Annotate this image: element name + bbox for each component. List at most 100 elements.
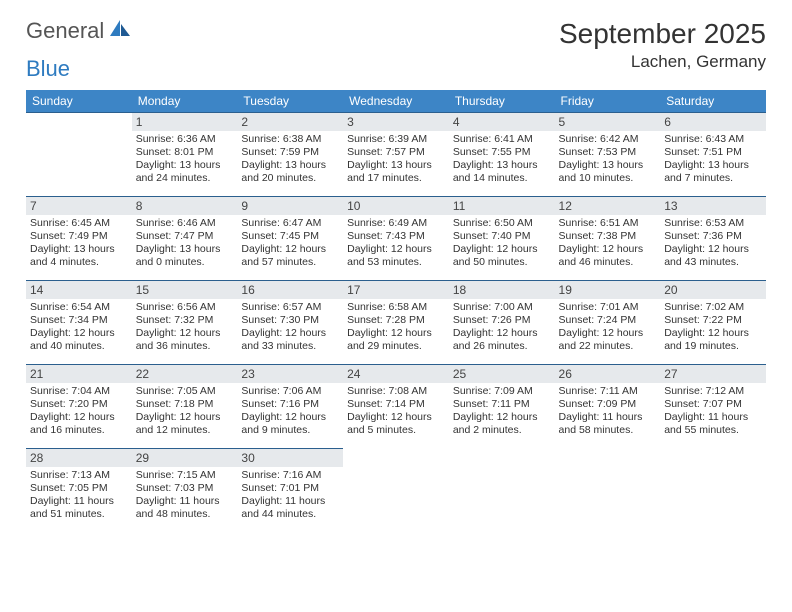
day-number: 8 <box>132 197 238 215</box>
day-details: Sunrise: 6:57 AMSunset: 7:30 PMDaylight:… <box>241 301 339 354</box>
day-details: Sunrise: 7:05 AMSunset: 7:18 PMDaylight:… <box>136 385 234 438</box>
logo: General <box>26 18 134 44</box>
calendar-page: General September 2025 Lachen, Germany B… <box>0 0 792 551</box>
logo-text-general: General <box>26 18 104 44</box>
day-details: Sunrise: 7:06 AMSunset: 7:16 PMDaylight:… <box>241 385 339 438</box>
day-cell: 3 Sunrise: 6:39 AMSunset: 7:57 PMDaylight… <box>343 113 449 197</box>
day-cell: 25 Sunrise: 7:09 AMSunset: 7:11 PMDayligh… <box>449 365 555 449</box>
day-details: Sunrise: 7:16 AMSunset: 7:01 PMDaylight:… <box>241 469 339 522</box>
day-cell: 8 Sunrise: 6:46 AMSunset: 7:47 PMDaylight… <box>132 197 238 281</box>
logo-sail-icon <box>110 20 132 43</box>
day-number: 29 <box>132 449 238 467</box>
day-details: Sunrise: 7:01 AMSunset: 7:24 PMDaylight:… <box>559 301 657 354</box>
day-details: Sunrise: 7:13 AMSunset: 7:05 PMDaylight:… <box>30 469 128 522</box>
day-details: Sunrise: 6:45 AMSunset: 7:49 PMDaylight:… <box>30 217 128 270</box>
day-number: 23 <box>237 365 343 383</box>
day-number: 24 <box>343 365 449 383</box>
day-number: 15 <box>132 281 238 299</box>
day-cell: 1 Sunrise: 6:36 AMSunset: 8:01 PMDaylight… <box>132 113 238 197</box>
day-cell: 2Sunrise: 6:38 AMSunset: 7:59 PMDaylight… <box>237 113 343 197</box>
day-cell: 21 Sunrise: 7:04 AMSunset: 7:20 PMDayligh… <box>26 365 132 449</box>
day-number: 13 <box>660 197 766 215</box>
day-cell: 18Sunrise: 7:00 AMSunset: 7:26 PMDayligh… <box>449 281 555 365</box>
day-number: 1 <box>132 113 238 131</box>
day-cell: 9 Sunrise: 6:47 AMSunset: 7:45 PMDaylight… <box>237 197 343 281</box>
day-cell: 10 Sunrise: 6:49 AMSunset: 7:43 PMDayligh… <box>343 197 449 281</box>
day-cell: 5 Sunrise: 6:42 AMSunset: 7:53 PMDaylight… <box>555 113 661 197</box>
day-details: Sunrise: 6:51 AMSunset: 7:38 PMDaylight:… <box>559 217 657 270</box>
day-number: 18 <box>449 281 555 299</box>
day-details: Sunrise: 6:53 AMSunset: 7:36 PMDaylight:… <box>664 217 762 270</box>
day-cell: 22 Sunrise: 7:05 AMSunset: 7:18 PMDayligh… <box>132 365 238 449</box>
day-number: 10 <box>343 197 449 215</box>
day-cell: 12 Sunrise: 6:51 AMSunset: 7:38 PMDayligh… <box>555 197 661 281</box>
day-cell: 19Sunrise: 7:01 AMSunset: 7:24 PMDayligh… <box>555 281 661 365</box>
day-cell: 23 Sunrise: 7:06 AMSunset: 7:16 PMDayligh… <box>237 365 343 449</box>
day-details: Sunrise: 6:46 AMSunset: 7:47 PMDaylight:… <box>136 217 234 270</box>
day-details: Sunrise: 6:47 AMSunset: 7:45 PMDaylight:… <box>241 217 339 270</box>
day-header: Saturday <box>660 90 766 113</box>
day-header: Friday <box>555 90 661 113</box>
day-cell: 30Sunrise: 7:16 AMSunset: 7:01 PMDayligh… <box>237 449 343 533</box>
day-details: Sunrise: 7:04 AMSunset: 7:20 PMDaylight:… <box>30 385 128 438</box>
day-header: Wednesday <box>343 90 449 113</box>
logo-text-blue: Blue <box>26 56 70 82</box>
day-cell: 16Sunrise: 6:57 AMSunset: 7:30 PMDayligh… <box>237 281 343 365</box>
day-details: Sunrise: 6:58 AMSunset: 7:28 PMDaylight:… <box>347 301 445 354</box>
title-block: September 2025 Lachen, Germany <box>559 18 766 72</box>
day-details: Sunrise: 6:49 AMSunset: 7:43 PMDaylight:… <box>347 217 445 270</box>
week-row: 1 Sunrise: 6:36 AMSunset: 8:01 PMDaylight… <box>26 113 766 197</box>
day-cell: 28 Sunrise: 7:13 AMSunset: 7:05 PMDayligh… <box>26 449 132 533</box>
day-number: 14 <box>26 281 132 299</box>
day-cell: 20 Sunrise: 7:02 AMSunset: 7:22 PMDayligh… <box>660 281 766 365</box>
day-details: Sunrise: 6:42 AMSunset: 7:53 PMDaylight:… <box>559 133 657 186</box>
day-cell: 4Sunrise: 6:41 AMSunset: 7:55 PMDaylight… <box>449 113 555 197</box>
day-number: 20 <box>660 281 766 299</box>
day-number: 12 <box>555 197 661 215</box>
day-number: 27 <box>660 365 766 383</box>
day-cell <box>26 113 132 197</box>
day-number: 6 <box>660 113 766 131</box>
day-cell <box>343 449 449 533</box>
week-row: 14 Sunrise: 6:54 AMSunset: 7:34 PMDayligh… <box>26 281 766 365</box>
day-details: Sunrise: 7:08 AMSunset: 7:14 PMDaylight:… <box>347 385 445 438</box>
title-month: September 2025 <box>559 18 766 50</box>
day-cell: 15 Sunrise: 6:56 AMSunset: 7:32 PMDayligh… <box>132 281 238 365</box>
title-location: Lachen, Germany <box>559 52 766 72</box>
day-details: Sunrise: 6:36 AMSunset: 8:01 PMDaylight:… <box>136 133 234 186</box>
day-details: Sunrise: 7:02 AMSunset: 7:22 PMDaylight:… <box>664 301 762 354</box>
day-number: 7 <box>26 197 132 215</box>
day-cell: 17 Sunrise: 6:58 AMSunset: 7:28 PMDayligh… <box>343 281 449 365</box>
day-details: Sunrise: 6:50 AMSunset: 7:40 PMDaylight:… <box>453 217 551 270</box>
day-number: 11 <box>449 197 555 215</box>
day-details: Sunrise: 7:15 AMSunset: 7:03 PMDaylight:… <box>136 469 234 522</box>
day-number: 22 <box>132 365 238 383</box>
day-number: 28 <box>26 449 132 467</box>
day-number: 21 <box>26 365 132 383</box>
day-details: Sunrise: 6:54 AMSunset: 7:34 PMDaylight:… <box>30 301 128 354</box>
day-cell: 29 Sunrise: 7:15 AMSunset: 7:03 PMDayligh… <box>132 449 238 533</box>
day-header-row: SundayMondayTuesdayWednesdayThursdayFrid… <box>26 90 766 113</box>
day-cell: 26Sunrise: 7:11 AMSunset: 7:09 PMDayligh… <box>555 365 661 449</box>
day-header: Tuesday <box>237 90 343 113</box>
day-header: Monday <box>132 90 238 113</box>
day-details: Sunrise: 6:39 AMSunset: 7:57 PMDaylight:… <box>347 133 445 186</box>
day-cell <box>555 449 661 533</box>
day-cell: 27 Sunrise: 7:12 AMSunset: 7:07 PMDayligh… <box>660 365 766 449</box>
day-cell: 13 Sunrise: 6:53 AMSunset: 7:36 PMDayligh… <box>660 197 766 281</box>
day-details: Sunrise: 6:56 AMSunset: 7:32 PMDaylight:… <box>136 301 234 354</box>
week-row: 21 Sunrise: 7:04 AMSunset: 7:20 PMDayligh… <box>26 365 766 449</box>
day-cell <box>660 449 766 533</box>
day-header: Sunday <box>26 90 132 113</box>
day-details: Sunrise: 7:12 AMSunset: 7:07 PMDaylight:… <box>664 385 762 438</box>
day-number: 17 <box>343 281 449 299</box>
day-details: Sunrise: 6:43 AMSunset: 7:51 PMDaylight:… <box>664 133 762 186</box>
day-number: 3 <box>343 113 449 131</box>
day-cell <box>449 449 555 533</box>
day-number: 5 <box>555 113 661 131</box>
day-number: 9 <box>237 197 343 215</box>
day-cell: 7 Sunrise: 6:45 AMSunset: 7:49 PMDaylight… <box>26 197 132 281</box>
day-number: 26 <box>555 365 661 383</box>
day-details: Sunrise: 7:09 AMSunset: 7:11 PMDaylight:… <box>453 385 551 438</box>
day-number: 25 <box>449 365 555 383</box>
